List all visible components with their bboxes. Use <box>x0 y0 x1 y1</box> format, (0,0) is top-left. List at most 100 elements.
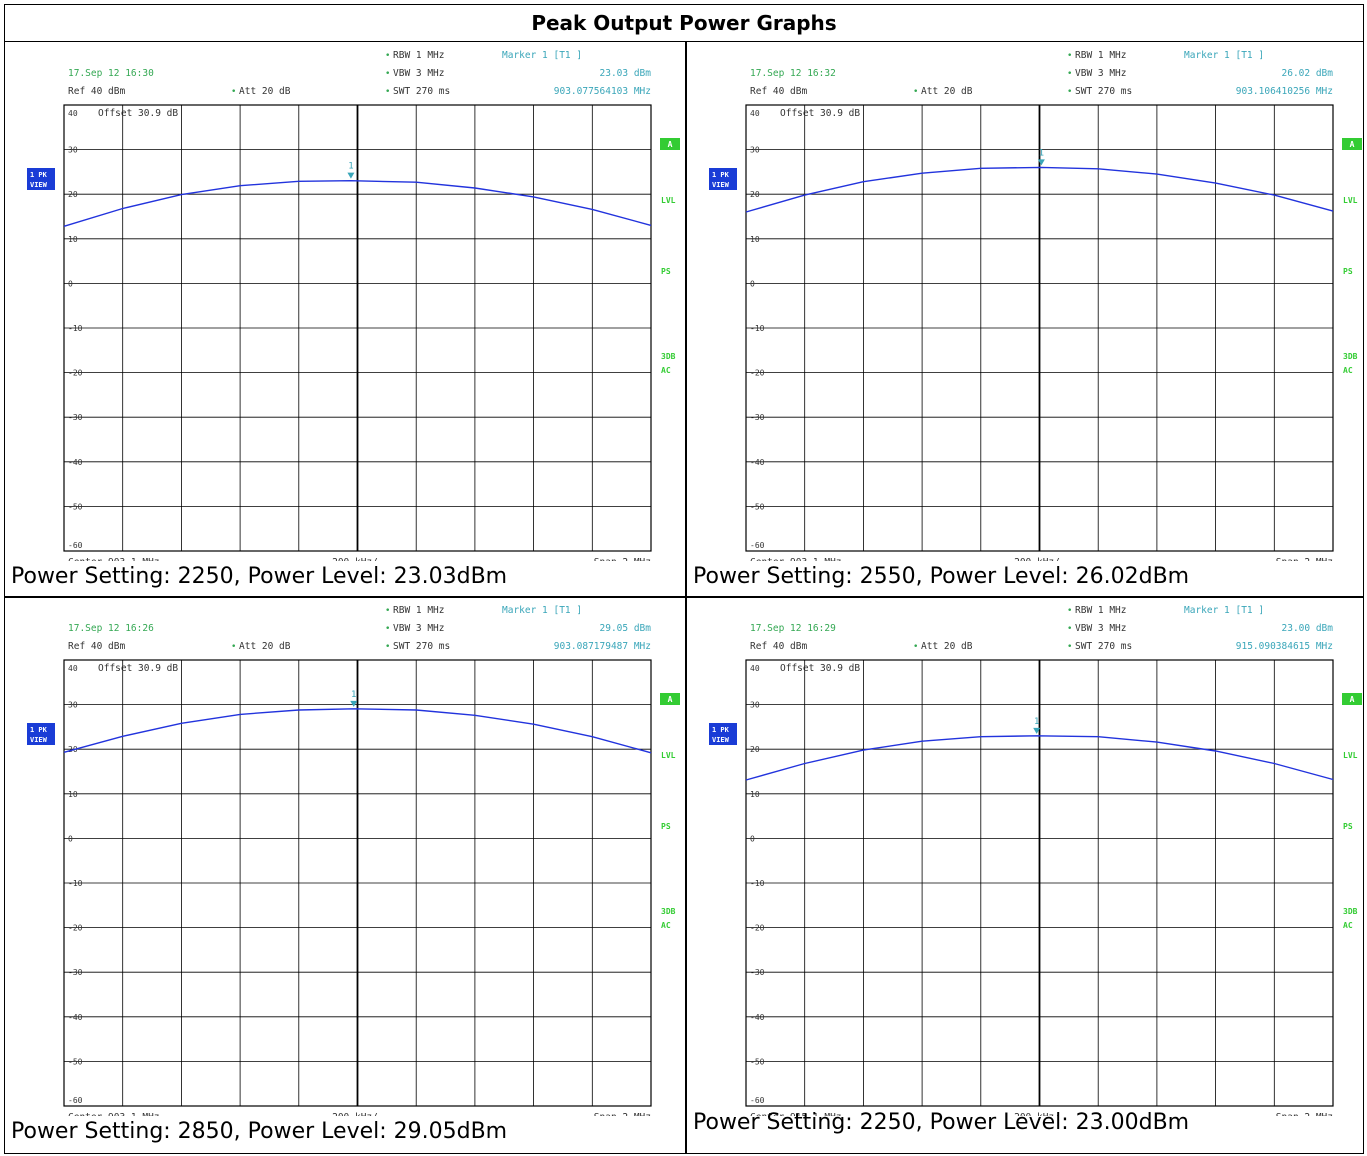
vbw-dot: • <box>1067 69 1072 79</box>
a-badge <box>1342 138 1362 150</box>
y-tick-label: -30 <box>750 968 765 977</box>
ps-label: PS <box>661 822 671 831</box>
offset-label: Offset 30.9 dB <box>98 663 178 674</box>
report-table: Peak Output Power Graphs • RBW 1 MHz • VBW … <box>4 4 1364 1154</box>
y-tick-label: -60 <box>750 1096 765 1105</box>
marker-level: 26.02 dBm <box>1282 68 1334 79</box>
db3-label: 3DB <box>661 352 676 361</box>
swt-text: SWT 270 ms <box>393 641 450 652</box>
grid <box>63 104 652 552</box>
offset-label: Offset 30.9 dB <box>98 108 178 119</box>
ref-level: Ref 40 dBm <box>750 86 807 97</box>
rbw-text: RBW 1 MHz <box>1075 50 1126 61</box>
a-badge-label: A <box>668 695 673 704</box>
center-freq: Center 903.1 MHz <box>68 557 160 561</box>
ref-level: Ref 40 dBm <box>68 86 125 97</box>
per-division: 200 kHz/ <box>332 1112 378 1116</box>
rbw-text: RBW 1 MHz <box>393 605 444 616</box>
plot-frame <box>63 659 652 1107</box>
marker-freq: 903.087179487 MHz <box>554 641 651 652</box>
chart-caption-4: Power Setting: 2250, Power Level: 23.00d… <box>693 1110 1190 1135</box>
a-badge-label: A <box>1350 695 1355 704</box>
y-tick-label: -20 <box>68 369 83 378</box>
y-tick-label: 40 <box>750 109 760 118</box>
timestamp: 17.Sep 12 16:29 <box>750 623 836 634</box>
trace-box-bottom: VIEW <box>712 181 730 189</box>
rbw-text: RBW 1 MHz <box>1075 605 1126 616</box>
att-dot: • <box>913 642 918 652</box>
span-label: Span 2 MHz <box>594 557 651 561</box>
grid <box>63 659 652 1107</box>
span-label: Span 2 MHz <box>1276 1112 1333 1116</box>
a-badge-label: A <box>668 140 673 149</box>
y-tick-label: 20 <box>750 745 760 754</box>
y-tick-label: -40 <box>750 1013 765 1022</box>
timestamp: 17.Sep 12 16:32 <box>750 68 836 79</box>
rbw-text: RBW 1 MHz <box>393 50 444 61</box>
marker-label: Marker 1 [T1 ] <box>1184 50 1264 61</box>
trace-box <box>27 723 55 745</box>
y-tick-label: 0 <box>750 834 755 843</box>
y-tick-label: -60 <box>68 541 83 550</box>
y-tick-label: -50 <box>68 1057 83 1066</box>
y-tick-label: -50 <box>750 1057 765 1066</box>
y-tick-label: 40 <box>68 109 78 118</box>
y-tick-label: -10 <box>68 324 83 333</box>
y-tick-label: 30 <box>68 146 78 155</box>
lvl-label: LVL <box>1343 196 1358 205</box>
trace-box-top: 1 PK <box>30 726 48 734</box>
chart-caption-1: Power Setting: 2250, Power Level: 23.03d… <box>11 564 508 589</box>
rbw-dot: • <box>1067 51 1072 61</box>
y-tick-label: -10 <box>750 324 765 333</box>
trace-box-top: 1 PK <box>712 171 730 179</box>
swt-dot: • <box>1067 642 1072 652</box>
lvl-label: LVL <box>661 196 676 205</box>
center-freq: Center 903.1 MHz <box>68 1112 160 1116</box>
chart-cell-3: • RBW 1 MHz • VBW 3 MHz • SWT 270 ms Marker 1 … <box>5 598 685 1153</box>
per-division: 200 kHz/ <box>1014 557 1060 561</box>
y-tick-label: -60 <box>68 1096 83 1105</box>
a-badge <box>660 138 680 150</box>
swt-dot: • <box>1067 87 1072 97</box>
marker-level: 23.00 dBm <box>1282 623 1334 634</box>
trace-box-bottom: VIEW <box>712 736 730 744</box>
ref-level: Ref 40 dBm <box>750 641 807 652</box>
marker-number: 1 <box>1034 717 1039 727</box>
y-tick-label: -20 <box>68 924 83 933</box>
y-tick-label: 40 <box>750 664 760 673</box>
page-title: Peak Output Power Graphs <box>5 5 1363 42</box>
att-dot: • <box>231 642 236 652</box>
y-tick-label: 20 <box>68 190 78 199</box>
center-freq: Center 903.1 MHz <box>750 557 842 561</box>
trace-box-bottom: VIEW <box>30 181 48 189</box>
att-dot: • <box>231 87 236 97</box>
ac-label: AC <box>1343 366 1353 375</box>
marker-number: 1 <box>351 690 356 700</box>
attenuation: Att 20 dB <box>921 86 973 97</box>
y-tick-label: -10 <box>68 879 83 888</box>
chart-caption-2: Power Setting: 2550, Power Level: 26.02d… <box>693 564 1190 589</box>
offset-label: Offset 30.9 dB <box>780 663 860 674</box>
timestamp: 17.Sep 12 16:30 <box>68 68 154 79</box>
chart-cell-2: • RBW 1 MHz • VBW 3 MHz • SWT 270 ms Marker 1 … <box>687 43 1367 596</box>
plot-frame <box>745 104 1334 552</box>
marker-label: Marker 1 [T1 ] <box>502 605 582 616</box>
marker-triangle <box>1033 727 1041 734</box>
trace-line <box>63 179 652 227</box>
plot-frame <box>63 104 652 552</box>
vbw-text: VBW 3 MHz <box>393 623 444 634</box>
trace-box <box>709 723 737 745</box>
marker-label: Marker 1 [T1 ] <box>502 50 582 61</box>
y-tick-label: 0 <box>68 279 73 288</box>
per-division: 200 kHz/ <box>332 557 378 561</box>
rbw-dot: • <box>385 51 390 61</box>
y-tick-label: 10 <box>68 235 78 244</box>
y-tick-label: 30 <box>750 146 760 155</box>
grid <box>745 104 1334 552</box>
trace-box-bottom: VIEW <box>30 736 48 744</box>
y-tick-label: 10 <box>750 235 760 244</box>
marker-level: 29.05 dBm <box>600 623 652 634</box>
marker-freq: 903.106410256 MHz <box>1236 86 1333 97</box>
a-badge-label: A <box>1350 140 1355 149</box>
offset-label: Offset 30.9 dB <box>780 108 860 119</box>
